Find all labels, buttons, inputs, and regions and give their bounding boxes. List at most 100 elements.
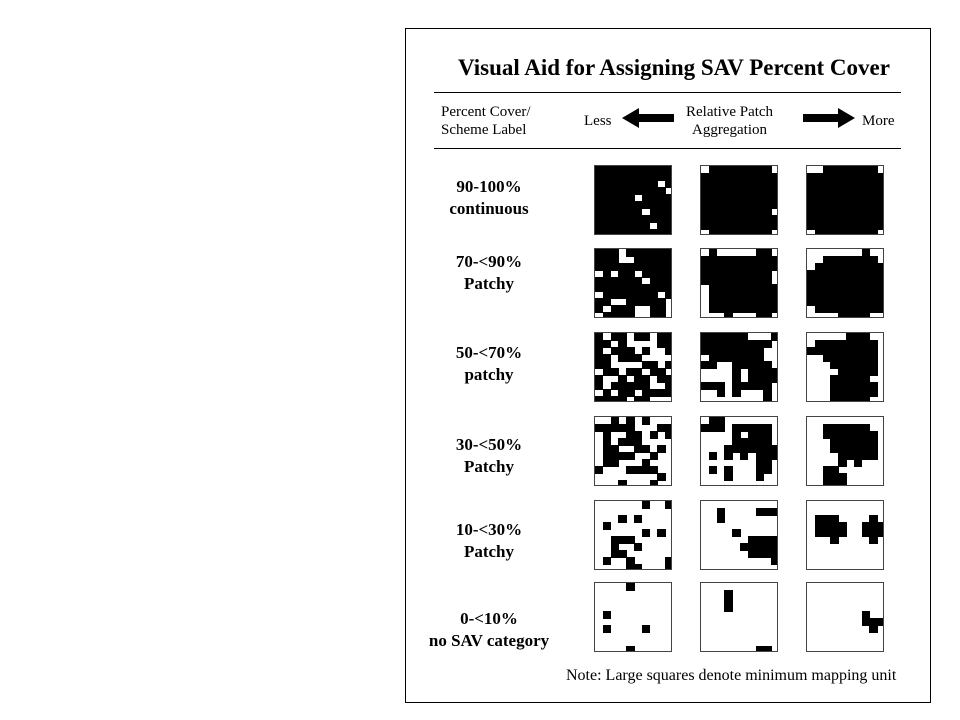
pattern-swatch-30-less (594, 416, 672, 486)
patch-cell (740, 229, 749, 234)
patch-cell (853, 312, 863, 317)
patch-cell (595, 256, 604, 264)
patch-cell (716, 333, 725, 341)
row-label-scheme: Patchy (463, 274, 515, 293)
patch-cell (830, 466, 839, 474)
patch-cell (869, 354, 878, 362)
patch-cell (853, 452, 863, 460)
patch-cell (830, 396, 839, 401)
patch-cell (755, 466, 764, 474)
patch-cell (708, 333, 718, 341)
patch-cell (755, 222, 764, 230)
patch-cell (708, 222, 718, 230)
patch-cell (763, 361, 772, 369)
patch-cell (610, 347, 619, 355)
patch-cell (732, 215, 741, 223)
patch-cell (602, 291, 612, 299)
patch-cell (626, 312, 635, 317)
patch-cell (649, 291, 658, 299)
patch-cell (641, 375, 651, 383)
patch-cell (747, 305, 757, 313)
patch-cell (618, 550, 627, 558)
patch-cell (732, 354, 741, 362)
patch-cell (830, 375, 839, 383)
patch-cell (657, 222, 666, 230)
patch-cell (634, 382, 643, 390)
patch-cell (724, 312, 733, 317)
patch-cell (618, 222, 627, 230)
patch-cell (838, 529, 847, 537)
patch-cell (853, 445, 863, 453)
patch-cell (618, 347, 627, 355)
patch-cell (649, 208, 658, 216)
pattern-swatch-0-mid (700, 582, 778, 652)
patch-cell (807, 277, 816, 285)
patch-cell (814, 194, 824, 202)
patch-cell (665, 291, 671, 299)
patch-cell (869, 270, 878, 278)
patch-cell (830, 305, 839, 313)
patch-cell (724, 291, 733, 299)
patch-cell (732, 529, 741, 537)
patch-cell (763, 312, 772, 317)
patch-cell (665, 256, 671, 264)
patch-cell (830, 229, 839, 234)
patch-cell (649, 466, 658, 474)
patch-cell (830, 389, 839, 397)
patch-cell (822, 166, 831, 174)
patch-cell (618, 305, 627, 313)
patch-cell (807, 347, 816, 355)
patch-cell (732, 389, 741, 397)
patch-cell (853, 208, 863, 216)
patch-cell (838, 194, 847, 202)
patch-cell (732, 298, 741, 306)
patch-cell (830, 529, 839, 537)
patch-cell (602, 194, 612, 202)
patch-cell (822, 473, 831, 481)
patch-cell (755, 256, 764, 264)
patch-cell (853, 368, 863, 376)
patch-cell (807, 180, 816, 188)
patch-cell (602, 452, 612, 460)
patch-cell (853, 375, 863, 383)
patch-cell (830, 536, 839, 544)
patch-cell (641, 333, 651, 341)
patch-cell (869, 229, 878, 234)
patch-cell (708, 173, 718, 181)
patch-cell (701, 347, 710, 355)
patch-cell (657, 424, 666, 432)
patch-cell (657, 194, 666, 202)
patch-cell (861, 361, 870, 369)
patch-cell (732, 277, 741, 285)
patch-cell (861, 305, 870, 313)
header-divider (434, 148, 901, 149)
patch-cell (716, 284, 725, 292)
patch-cell (708, 305, 718, 313)
patch-cell (740, 305, 749, 313)
patch-cell (822, 215, 831, 223)
patch-cell (724, 298, 733, 306)
patch-cell (657, 256, 666, 264)
patch-cell (649, 305, 658, 313)
patch-cell (641, 361, 651, 369)
patch-cell (657, 229, 666, 234)
patch-cell (838, 361, 847, 369)
pattern-swatch-50-more (806, 332, 884, 402)
patch-cell (610, 229, 619, 234)
patch-cell (618, 396, 627, 401)
patch-cell (861, 354, 870, 362)
patch-cell (641, 417, 651, 425)
patch-cell (657, 270, 666, 278)
patch-cell (634, 515, 643, 523)
patch-cell (618, 284, 627, 292)
patch-cell (755, 368, 764, 376)
patch-cell (595, 201, 604, 209)
patch-cell (665, 361, 671, 369)
patch-cell (665, 424, 671, 432)
patch-cell (877, 305, 883, 313)
patch-cell (747, 291, 757, 299)
patch-cell (869, 522, 878, 530)
patch-cell (740, 180, 749, 188)
patch-cell (853, 438, 863, 446)
patch-cell (846, 277, 855, 285)
